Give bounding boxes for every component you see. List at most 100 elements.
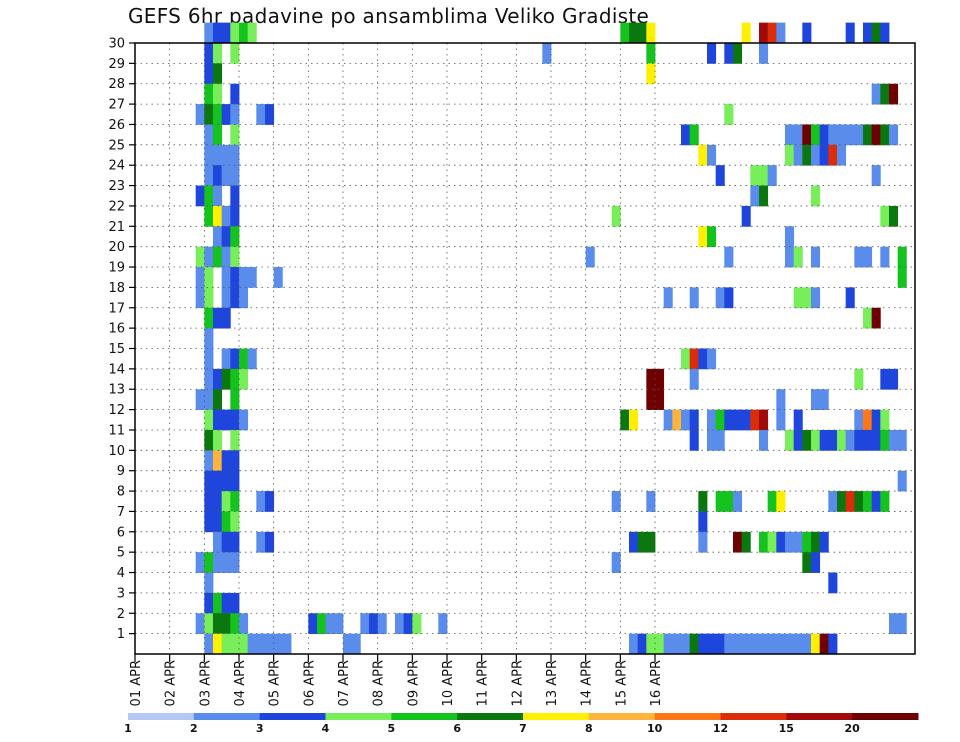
heat-cell [819, 633, 829, 655]
y-tick-label: 28 [108, 77, 125, 92]
heat-cell [863, 307, 873, 329]
colorbar-label: 5 [387, 722, 395, 735]
heat-cell [828, 144, 838, 166]
heat-cell [811, 185, 821, 207]
x-tick-label: 03 APR [198, 660, 213, 706]
heat-cell [785, 246, 795, 268]
heat-cell [681, 633, 691, 655]
heat-cell [776, 389, 786, 410]
heat-cell [620, 409, 630, 431]
heat-cell [707, 226, 717, 248]
heat-cell [707, 348, 717, 370]
heat-cell [204, 450, 214, 472]
heat-cell [412, 613, 422, 635]
x-tick-label: 09 APR [406, 660, 421, 706]
heat-cell [793, 633, 803, 655]
heat-cell [230, 144, 240, 166]
x-tick-label: 11 APR [476, 660, 491, 706]
heat-cell [204, 43, 214, 64]
heat-cell [221, 246, 231, 268]
heat-cell [715, 633, 725, 655]
x-tick-label: 14 APR [580, 660, 595, 706]
heat-cell [811, 633, 821, 655]
heat-cell [213, 144, 223, 166]
heat-cell [221, 450, 231, 472]
heat-cell [715, 165, 725, 186]
heat-cell [863, 491, 873, 512]
colorbar-swatch [654, 713, 721, 720]
y-tick-label: 18 [108, 281, 125, 296]
heat-cell [646, 491, 656, 512]
heat-cell [707, 429, 717, 451]
y-tick-label: 3 [117, 586, 125, 601]
y-tick-label: 2 [117, 607, 125, 622]
heat-cell [689, 368, 699, 390]
heat-cell [811, 552, 821, 573]
heat-cell [213, 165, 223, 186]
heat-cell [256, 104, 266, 125]
heat-cell [629, 409, 639, 431]
heat-cell [707, 43, 717, 64]
heat-cell [221, 165, 231, 186]
heat-cell [213, 470, 223, 492]
heat-cell [213, 613, 223, 635]
heat-cell [802, 287, 812, 309]
colorbar-swatch [523, 713, 590, 720]
colorbar-swatch [128, 713, 195, 720]
heat-cell [629, 633, 639, 655]
heat-cell [785, 531, 795, 553]
heat-cell [802, 552, 812, 573]
heat-cell [247, 348, 257, 370]
heat-cell [733, 633, 743, 655]
heat-cell [611, 491, 621, 512]
heat-cell [897, 429, 907, 451]
heat-cell [698, 226, 708, 248]
heat-cell [741, 205, 751, 227]
heat-cell [871, 409, 881, 431]
x-tick-label: 07 APR [337, 660, 352, 706]
heat-cell [663, 287, 673, 309]
heat-cell [221, 22, 231, 44]
heat-cell [689, 287, 699, 309]
heat-cell [811, 429, 821, 451]
heat-cell [793, 409, 803, 431]
heat-cell [213, 104, 223, 125]
heat-cell [750, 633, 760, 655]
colorbar-label: 8 [585, 722, 593, 735]
heat-cell [230, 429, 240, 451]
y-tick-label: 11 [108, 423, 125, 438]
heat-cell [655, 368, 665, 390]
heat-cell [828, 633, 838, 655]
heat-cell [239, 409, 249, 431]
heat-cell [776, 22, 786, 44]
heat-cell [646, 43, 656, 64]
heat-cell [698, 511, 708, 533]
heat-cell [837, 124, 847, 146]
heat-cell [889, 613, 899, 635]
colorbar-label: 6 [453, 722, 461, 735]
heat-cell [204, 470, 214, 492]
heat-cell [785, 144, 795, 166]
heat-cell [343, 633, 353, 655]
heat-cell [195, 287, 205, 309]
y-tick-label: 22 [108, 199, 125, 214]
heat-cell [221, 491, 231, 512]
colorbar-swatch [852, 713, 919, 720]
heat-cell [230, 226, 240, 248]
heat-cell [230, 470, 240, 492]
y-tick-label: 16 [108, 322, 125, 337]
heat-cell [897, 613, 907, 635]
heat-cell [672, 633, 682, 655]
heat-cell [646, 63, 656, 85]
heat-cell [871, 83, 881, 105]
heat-cell [802, 633, 812, 655]
y-tick-label: 29 [108, 57, 125, 72]
y-tick-label: 20 [108, 240, 125, 255]
heat-cell [395, 613, 405, 635]
heat-cell [863, 246, 873, 268]
heat-cell [204, 613, 214, 635]
heat-cell [221, 633, 231, 655]
y-tick-label: 25 [108, 138, 125, 153]
colorbar-label: 4 [322, 722, 330, 735]
heat-cell [741, 409, 751, 431]
